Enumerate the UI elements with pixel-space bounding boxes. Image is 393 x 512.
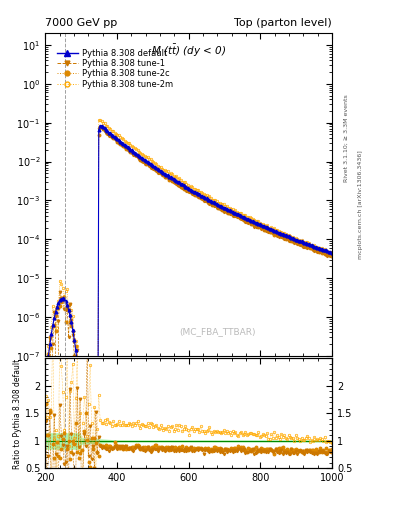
- Text: (MC_FBA_TTBAR): (MC_FBA_TTBAR): [179, 328, 255, 336]
- Y-axis label: Ratio to Pythia 8.308 default: Ratio to Pythia 8.308 default: [13, 358, 22, 468]
- Text: Rivet 3.1.10; ≥ 3.3M events: Rivet 3.1.10; ≥ 3.3M events: [344, 94, 349, 182]
- Text: 7000 GeV pp: 7000 GeV pp: [45, 18, 118, 28]
- Text: Top (parton level): Top (parton level): [234, 18, 332, 28]
- Text: M (t$\bar{t}$) (dy < 0): M (t$\bar{t}$) (dy < 0): [151, 43, 226, 59]
- Legend: Pythia 8.308 default, Pythia 8.308 tune-1, Pythia 8.308 tune-2c, Pythia 8.308 tu: Pythia 8.308 default, Pythia 8.308 tune-…: [55, 47, 174, 90]
- Text: mcplots.cern.ch [arXiv:1306.3436]: mcplots.cern.ch [arXiv:1306.3436]: [358, 151, 364, 259]
